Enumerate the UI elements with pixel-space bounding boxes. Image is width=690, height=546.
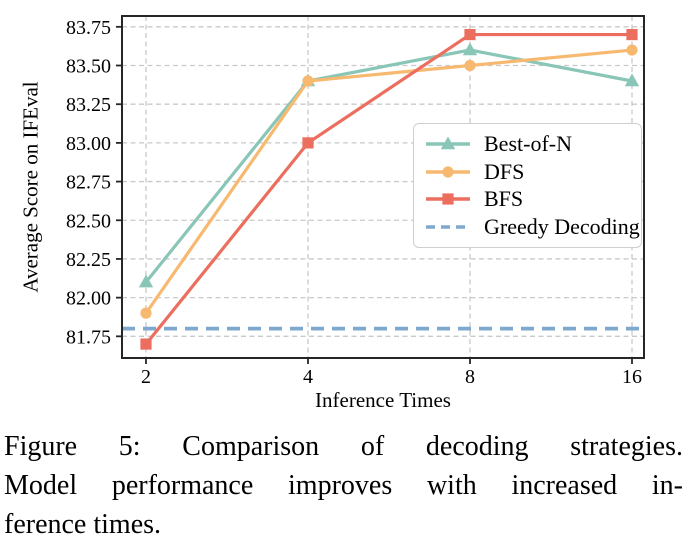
legend-item-bfs: BFS: [425, 186, 641, 214]
y-tick-label: 82.50: [66, 210, 111, 232]
y-tick-label: 82.25: [66, 249, 111, 271]
chart-legend: Best-of-N DFS BFS Greedy Decoding: [413, 123, 642, 248]
y-tick-label: 83.75: [66, 17, 111, 39]
y-tick-label: 82.75: [66, 172, 111, 194]
y-tick-label: 83.50: [66, 56, 111, 78]
legend-label: BFS: [484, 186, 524, 212]
legend-item-greedy-decoding: Greedy Decoding: [425, 213, 641, 241]
square-marker: [464, 28, 476, 41]
x-tick-label: 2: [141, 366, 151, 388]
circle-marker: [140, 307, 152, 319]
legend-item-dfs: DFS: [425, 158, 641, 186]
legend-label: Greedy Decoding: [484, 214, 640, 240]
figure-caption: Figure 5: Comparison of decoding strateg…: [4, 427, 683, 544]
dfs-line-icon: [425, 163, 471, 181]
triangle-marker: [462, 42, 478, 56]
triangle-marker: [440, 136, 456, 150]
greedy-decoding-dashed-line-icon: [425, 218, 471, 236]
caption-line: ference times.: [4, 509, 162, 540]
triangle-marker: [138, 274, 154, 288]
series-line-bfs: [144, 32, 632, 346]
series-line-dfs: [144, 48, 633, 315]
square-marker: [626, 28, 638, 41]
circle-marker: [626, 44, 638, 56]
circle-marker: [302, 75, 314, 87]
legend-label: DFS: [484, 158, 525, 184]
triangle-marker: [624, 73, 640, 87]
x-axis-title: Inference Times: [315, 388, 451, 412]
x-tick-label: 8: [465, 366, 475, 388]
y-tick-label: 82.00: [66, 288, 111, 310]
legend-item-best-of-n: Best-of-N: [425, 130, 641, 158]
y-tick-label: 83.25: [66, 94, 111, 116]
x-tick-label: 4: [303, 366, 313, 388]
square-marker: [302, 137, 314, 149]
y-axis-title: Average Score on IFEval: [18, 81, 43, 293]
square-marker: [140, 338, 152, 350]
circle-marker: [464, 59, 476, 72]
plot-frame: [121, 15, 645, 359]
caption-line: Model performance improves with increase…: [4, 470, 683, 501]
best-of-n-line-icon: [425, 135, 471, 153]
caption-line: Figure 5: Comparison of decoding strateg…: [4, 431, 683, 462]
legend-label: Best-of-N: [484, 130, 572, 156]
series-line-best-of-n: [144, 48, 633, 284]
chart-plot-area: 2 4 8 16 81.75 82.00 82.25 82.50 82.75 83.00 83.25…: [66, 15, 645, 388]
y-tick-label: 83.00: [66, 133, 111, 155]
bfs-line-icon: [425, 190, 471, 208]
circle-marker: [442, 166, 454, 178]
x-tick-label: 16: [622, 366, 642, 388]
square-marker: [442, 193, 454, 205]
y-tick-label: 81.75: [66, 326, 111, 348]
